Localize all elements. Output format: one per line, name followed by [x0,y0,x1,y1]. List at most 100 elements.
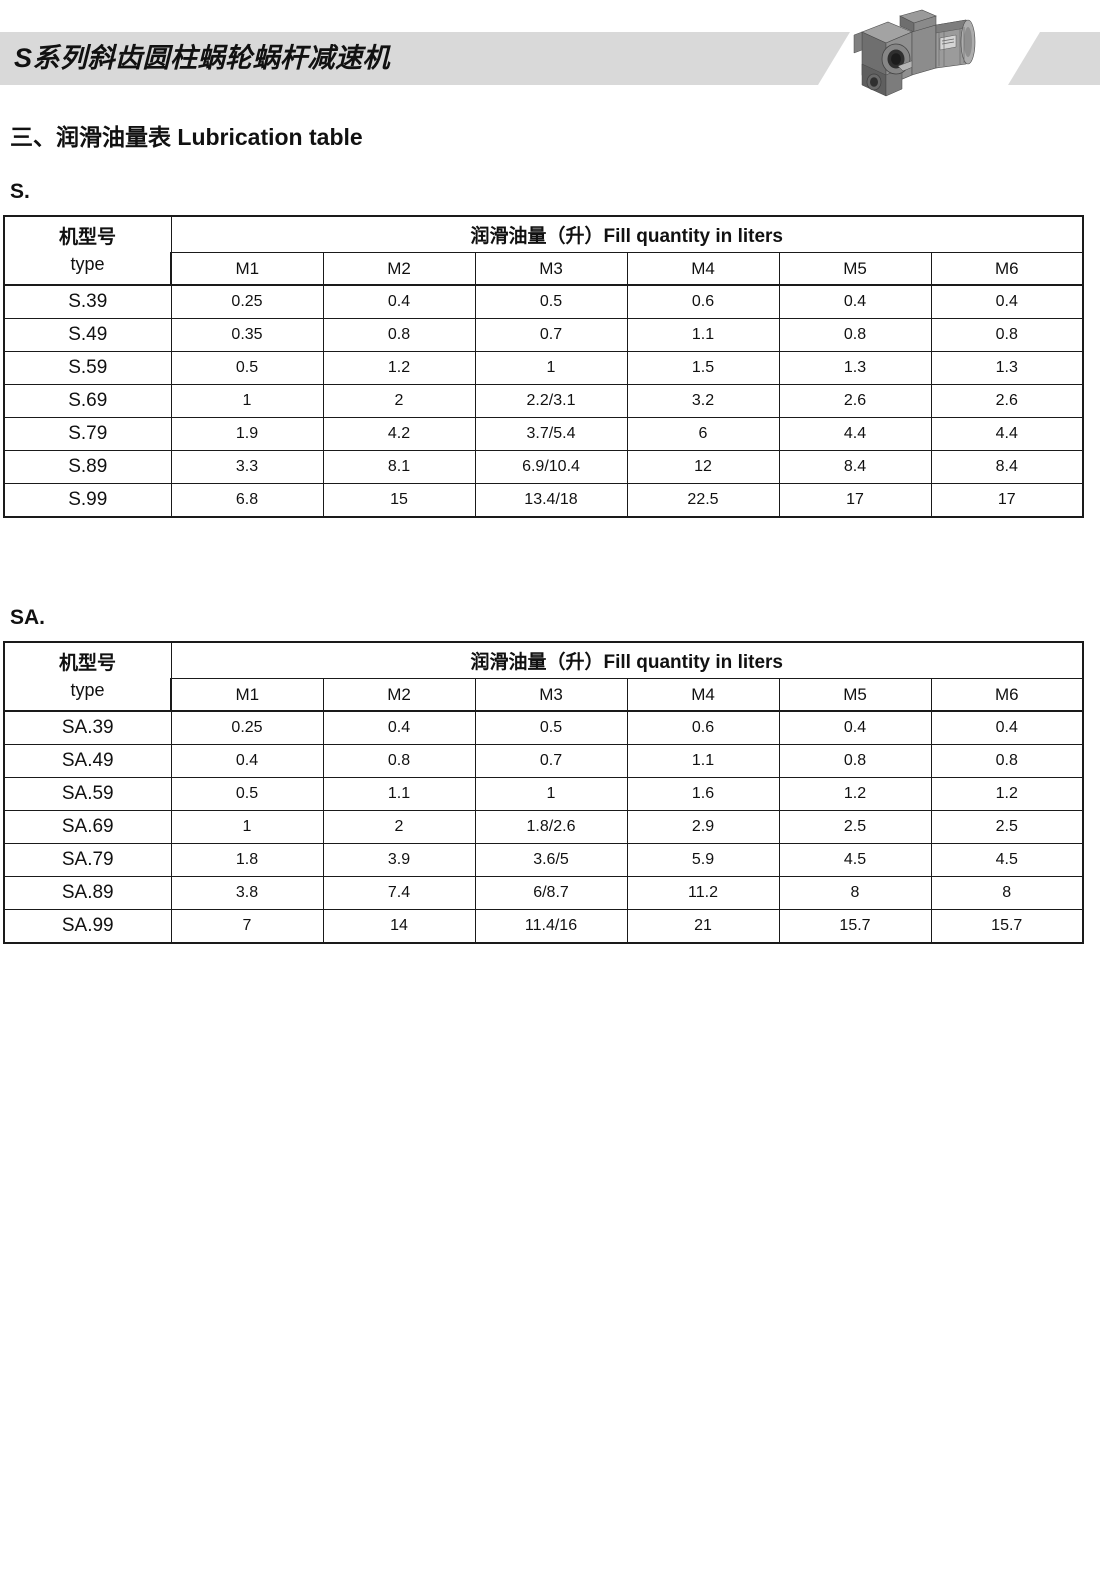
cell-m3: 6.9/10.4 [474,450,628,484]
column-header-type-cn: 机型号 [58,652,116,674]
column-header-m3: M3 [474,678,628,712]
cell-m5: 8 [778,876,932,910]
cell-type: S.49 [3,318,172,352]
cell-m2: 3.9 [322,843,476,877]
column-header-type-en: type [70,253,105,274]
group-label-sa: SA. [10,606,46,629]
cell-type: SA.99 [3,909,172,944]
cell-m1: 0.5 [170,777,324,811]
page-title: 三、润滑油量表 Lubrication table [10,124,363,150]
cell-type: S.89 [3,450,172,484]
cell-m1: 1 [170,384,324,418]
column-header-m5: M5 [778,252,932,286]
page-header: S系列斜齿圆柱蜗轮蜗杆减速机 [0,0,1100,115]
column-header-m5: M5 [778,678,932,712]
cell-m6: 1.3 [930,351,1084,385]
cell-type: S.39 [3,284,172,319]
column-header-type: 机型号 type [3,215,172,286]
cell-m5: 1.2 [778,777,932,811]
cell-m4: 0.6 [626,710,780,745]
helical-worm-gear-motor-image [853,9,976,97]
table-header: 机型号 type 润滑油量（升）Fill quantity in liters … [3,641,1084,712]
cell-m1: 0.35 [170,318,324,352]
cell-m2: 14 [322,909,476,944]
cell-m1: 7 [170,909,324,944]
cell-m4: 11.2 [626,876,780,910]
cell-type: SA.59 [3,777,172,811]
table-row: S.79 1.9 4.2 3.7/5.4 6 4.4 4.4 [3,417,1084,451]
cell-type: SA.49 [3,744,172,778]
cell-m1: 0.4 [170,744,324,778]
cell-m6: 0.4 [930,284,1084,319]
lubrication-table-s: 机型号 type 润滑油量（升）Fill quantity in liters … [3,215,1084,518]
column-header-m1: M1 [170,252,324,286]
cell-m3: 11.4/16 [474,909,628,944]
table-row: SA.39 0.25 0.4 0.5 0.6 0.4 0.4 [3,710,1084,745]
banner-title: S系列斜齿圆柱蜗轮蜗杆减速机 [14,43,391,73]
group-label-s: S. [10,180,30,203]
cell-m3: 1 [474,351,628,385]
cell-m3: 0.5 [474,710,628,745]
cell-type: SA.39 [3,710,172,745]
cell-m6: 8.4 [930,450,1084,484]
table-body: S.39 0.25 0.4 0.5 0.6 0.4 0.4 S.49 0.35 … [3,284,1084,518]
cell-m3: 0.7 [474,318,628,352]
column-header-type-en: type [70,679,105,700]
column-header-m2: M2 [322,678,476,712]
cell-m1: 3.8 [170,876,324,910]
cell-m2: 2 [322,384,476,418]
cell-m3: 2.2/3.1 [474,384,628,418]
cell-m5: 4.4 [778,417,932,451]
cell-m5: 8.4 [778,450,932,484]
cell-m6: 1.2 [930,777,1084,811]
table-row: S.69 1 2 2.2/3.1 3.2 2.6 2.6 [3,384,1084,418]
cell-m2: 2 [322,810,476,844]
table-row: SA.69 1 2 1.8/2.6 2.9 2.5 2.5 [3,810,1084,844]
cell-m4: 5.9 [626,843,780,877]
cell-m2: 1.2 [322,351,476,385]
column-header-type: 机型号 type [3,641,172,712]
cell-m6: 4.5 [930,843,1084,877]
cell-m1: 0.25 [170,284,324,319]
cell-type: S.79 [3,417,172,451]
cell-m5: 2.6 [778,384,932,418]
cell-m1: 3.3 [170,450,324,484]
cell-m2: 8.1 [322,450,476,484]
table-row: S.99 6.8 15 13.4/18 22.5 17 17 [3,483,1084,518]
cell-m2: 0.4 [322,710,476,745]
cell-m1: 0.25 [170,710,324,745]
column-header-fill-quantity: 润滑油量（升）Fill quantity in liters [170,215,1084,253]
table-row: S.89 3.3 8.1 6.9/10.4 12 8.4 8.4 [3,450,1084,484]
cell-m5: 0.8 [778,318,932,352]
cell-m2: 0.8 [322,318,476,352]
cell-m1: 1 [170,810,324,844]
cell-m5: 0.8 [778,744,932,778]
cell-m1: 1.8 [170,843,324,877]
column-header-type-cn: 机型号 [58,226,116,248]
column-header-m1: M1 [170,678,324,712]
cell-type: SA.79 [3,843,172,877]
cell-m2: 7.4 [322,876,476,910]
column-header-m4: M4 [626,252,780,286]
column-header-m6: M6 [930,678,1084,712]
cell-m6: 2.5 [930,810,1084,844]
cell-m2: 15 [322,483,476,518]
cell-m2: 0.4 [322,284,476,319]
cell-type: SA.69 [3,810,172,844]
cell-m4: 0.6 [626,284,780,319]
cell-m3: 13.4/18 [474,483,628,518]
cell-m4: 12 [626,450,780,484]
cell-m6: 0.4 [930,710,1084,745]
cell-m6: 8 [930,876,1084,910]
cell-m5: 4.5 [778,843,932,877]
cell-m5: 17 [778,483,932,518]
cell-m3: 0.5 [474,284,628,319]
cell-m4: 3.2 [626,384,780,418]
cell-type: SA.89 [3,876,172,910]
cell-m6: 4.4 [930,417,1084,451]
column-header-m3: M3 [474,252,628,286]
cell-m2: 4.2 [322,417,476,451]
cell-m4: 1.1 [626,318,780,352]
banner-shape-main [0,32,850,85]
table-row: SA.89 3.8 7.4 6/8.7 11.2 8 8 [3,876,1084,910]
